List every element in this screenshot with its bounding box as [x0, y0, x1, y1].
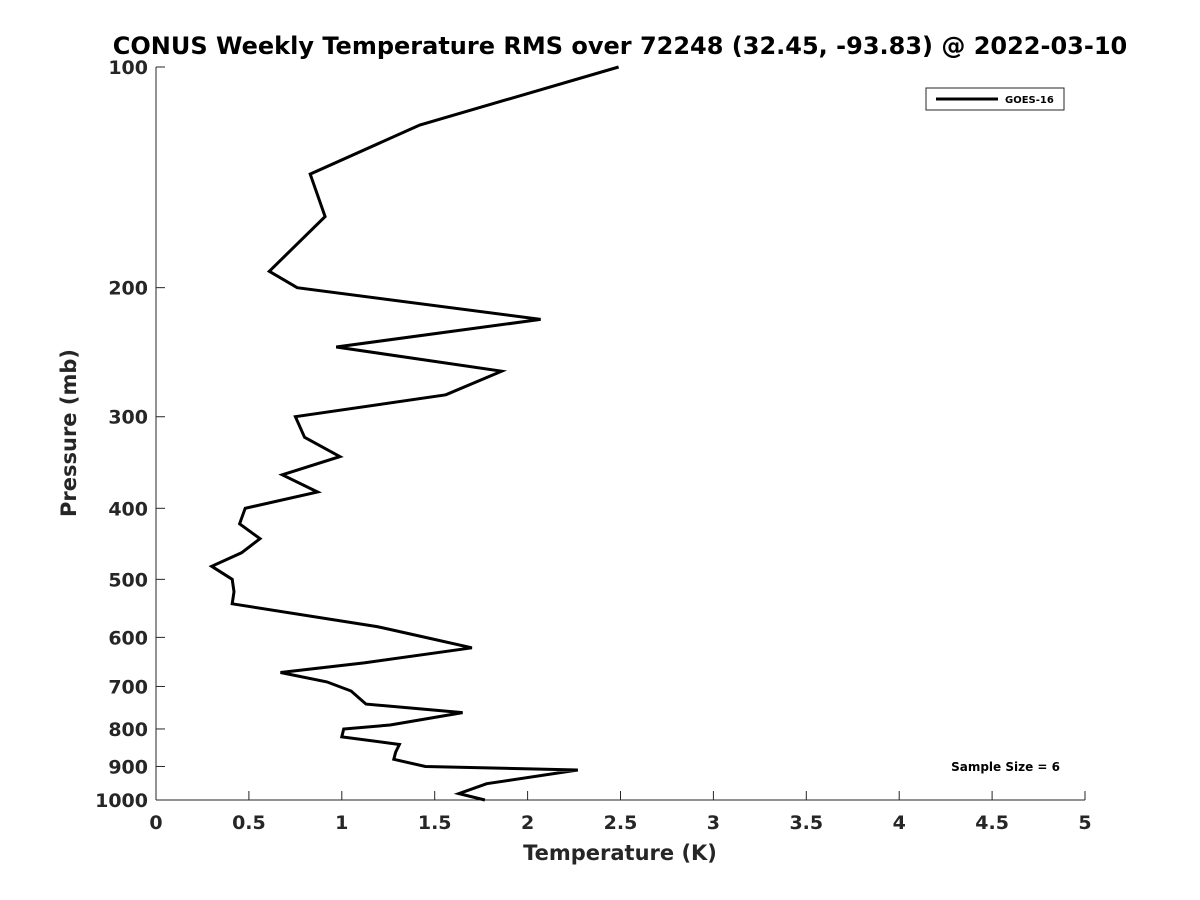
x-tick-label: 4 — [893, 812, 906, 834]
x-tick-label: 4.5 — [975, 812, 1009, 834]
y-tick-label: 700 — [108, 676, 148, 698]
y-tick-label: 900 — [108, 756, 148, 778]
y-tick-label: 100 — [108, 57, 148, 79]
plot-area: 0 0.5 1 1.5 2 2.5 3 3.5 4 4.5 5 100 200 300 400 500 600… — [95, 57, 1092, 834]
x-axis-ticks: 0 0.5 1 1.5 2 2.5 3 3.5 4 4.5 5 — [149, 791, 1092, 834]
x-tick-label: 1.5 — [418, 812, 452, 834]
x-tick-label: 2.5 — [604, 812, 638, 834]
y-axis-label: Pressure (mb) — [57, 349, 81, 517]
y-tick-label: 400 — [108, 498, 148, 520]
x-tick-label: 1 — [335, 812, 348, 834]
y-tick-label: 1000 — [95, 790, 148, 812]
x-tick-label: 0.5 — [232, 812, 266, 834]
x-tick-label: 3.5 — [789, 812, 823, 834]
sample-size-annotation: Sample Size = 6 — [951, 760, 1060, 774]
x-axis-label: Temperature (K) — [523, 841, 717, 865]
series-line-goes-16 — [208, 65, 620, 802]
legend: GOES-16 — [925, 87, 1065, 111]
x-tick-label: 2 — [521, 812, 534, 834]
y-axis-ticks: 100 200 300 400 500 600 700 800 900 1000 — [95, 57, 165, 812]
x-tick-label: 3 — [707, 812, 720, 834]
series-group — [208, 65, 620, 802]
y-tick-label: 800 — [108, 719, 148, 741]
y-tick-label: 300 — [108, 407, 148, 429]
y-tick-label: 200 — [108, 278, 148, 300]
x-tick-label: 0 — [149, 812, 162, 834]
y-tick-label: 500 — [108, 569, 148, 591]
x-tick-label: 5 — [1078, 812, 1091, 834]
chart-title: CONUS Weekly Temperature RMS over 72248 … — [113, 32, 1127, 60]
y-tick-label: 600 — [108, 627, 148, 649]
legend-label-goes-16: GOES-16 — [1005, 95, 1054, 106]
